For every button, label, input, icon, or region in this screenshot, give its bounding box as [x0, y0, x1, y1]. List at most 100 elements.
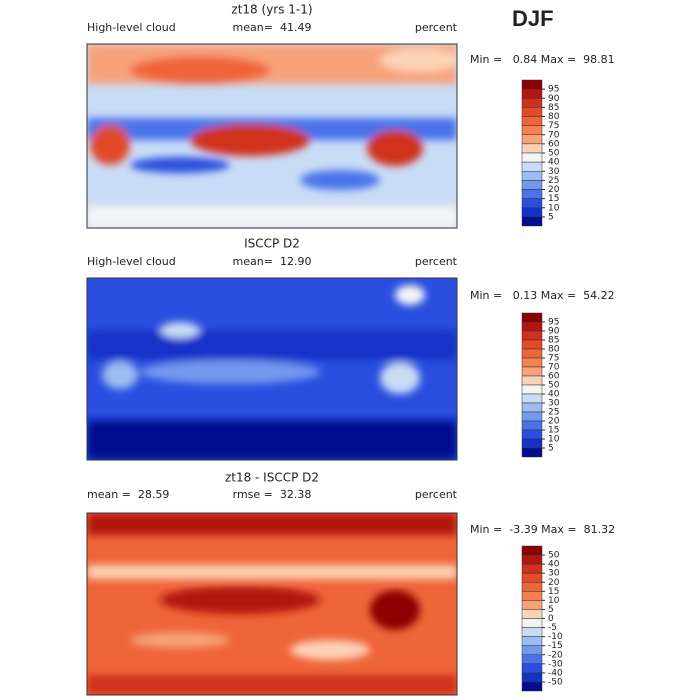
right-label: percent: [415, 488, 458, 501]
colorbar-swatch: [521, 348, 543, 359]
colorbar-swatch: [521, 636, 543, 646]
colorbar-swatch: [521, 582, 543, 592]
colorbar-swatch: [521, 609, 543, 619]
colorbar-label: 15: [548, 194, 559, 204]
center-label: rmse = 32.38: [233, 488, 312, 501]
colorbar-label: 50: [548, 551, 560, 561]
colorbar-swatch: [521, 563, 543, 574]
colorbar-swatch: [521, 152, 543, 163]
colorbar-label: 70: [548, 130, 560, 140]
colorbar-label: 10: [548, 203, 560, 213]
colorbar-label: -40: [548, 668, 563, 678]
colorbar-swatch: [521, 545, 543, 556]
colorbar-swatch: [521, 134, 543, 145]
center-label: mean= 12.90: [233, 255, 312, 268]
colorbar-swatch: [521, 393, 543, 404]
colorbar-swatch: [521, 554, 543, 565]
colorbar-swatch: [521, 591, 543, 601]
colorbar-label: 25: [548, 408, 559, 418]
colorbar-label: 75: [548, 121, 559, 131]
colorbar-label: 10: [548, 596, 560, 606]
colorbar-label: 85: [548, 336, 559, 346]
figure-label: DJF: [512, 6, 554, 31]
colorbar-swatch: [521, 180, 543, 190]
colorbar-label: -15: [548, 641, 563, 651]
colorbar-swatch: [521, 600, 543, 610]
colorbar-label: 60: [548, 139, 560, 149]
colorbar-label: 80: [548, 112, 560, 122]
range-label: Min = -3.39 Max = 81.32: [470, 523, 615, 536]
colorbar-swatch: [521, 681, 543, 692]
colorbar-label: 70: [548, 363, 560, 373]
colorbar-label: 90: [548, 327, 560, 337]
colorbar-swatch: [521, 125, 543, 135]
colorbar-label: -50: [548, 677, 563, 687]
colorbar-swatch: [521, 88, 543, 99]
colorbar-label: 5: [548, 444, 554, 454]
colorbar-label: 5: [548, 605, 554, 615]
colorbar-label: 20: [548, 417, 560, 427]
colorbar-label: 5: [548, 212, 554, 222]
colorbar-label: 20: [548, 578, 560, 588]
colorbar-label: 60: [548, 372, 560, 382]
colorbar-label: 95: [548, 85, 559, 95]
panel-title: zt18 (yrs 1-1): [231, 3, 312, 17]
colorbar-label: 50: [548, 149, 560, 159]
left-label: High-level cloud: [87, 21, 176, 34]
colorbar-swatch: [521, 189, 543, 199]
colorbar-swatch: [521, 98, 543, 108]
colorbar-label: 10: [548, 435, 560, 445]
colorbar-label: 30: [548, 569, 560, 579]
colorbar-swatch: [521, 618, 543, 628]
colorbar-label: 75: [548, 354, 559, 364]
colorbar-label: 90: [548, 94, 560, 104]
map: [87, 44, 457, 228]
colorbar-swatch: [521, 572, 543, 583]
range-label: Min = 0.84 Max = 98.81: [470, 53, 615, 66]
right-label: percent: [415, 21, 458, 34]
colorbar-swatch: [521, 357, 543, 368]
colorbar-swatch: [521, 198, 543, 208]
colorbar-swatch: [521, 447, 543, 458]
colorbar-swatch: [521, 171, 543, 181]
colorbar-label: 80: [548, 345, 560, 355]
panel-title: ISCCP D2: [244, 237, 300, 251]
colorbar-swatch: [521, 663, 543, 674]
colorbar-swatch: [521, 654, 543, 665]
colorbar-swatch: [521, 107, 543, 117]
center-label: mean= 41.49: [233, 21, 312, 34]
left-label: mean = 28.59: [87, 488, 169, 501]
colorbar-label: 0: [548, 614, 554, 624]
colorbar-label: -5: [548, 623, 557, 633]
colorbar-label: 30: [548, 399, 560, 409]
map-frame: [86, 277, 458, 461]
colorbar-label: -10: [548, 632, 563, 642]
colorbar-swatch: [521, 207, 543, 218]
colorbar-swatch: [521, 411, 543, 422]
colorbar-label: 20: [548, 185, 560, 195]
colorbar-label: 95: [548, 318, 559, 328]
colorbar-label: 40: [548, 560, 560, 570]
colorbar-swatch: [521, 429, 543, 440]
map-frame: [86, 512, 458, 696]
colorbar-swatch: [521, 672, 543, 683]
colorbar-swatch: [521, 143, 543, 154]
panel-title: zt18 - ISCCP D2: [225, 471, 319, 485]
colorbar-label: 15: [548, 426, 559, 436]
colorbar-swatch: [521, 627, 543, 637]
colorbar-label: -20: [548, 650, 563, 660]
colorbar-label: -30: [548, 659, 563, 669]
colorbar-swatch: [521, 330, 543, 341]
colorbar-swatch: [521, 312, 543, 323]
right-label: percent: [415, 255, 458, 268]
colorbar-swatch: [521, 321, 543, 332]
colorbar-swatch: [521, 375, 543, 386]
colorbar-swatch: [521, 645, 543, 655]
colorbar-swatch: [521, 79, 543, 90]
colorbar-swatch: [521, 116, 543, 126]
colorbar-swatch: [521, 216, 543, 227]
colorbar-label: 15: [548, 587, 559, 597]
map: [87, 513, 457, 695]
